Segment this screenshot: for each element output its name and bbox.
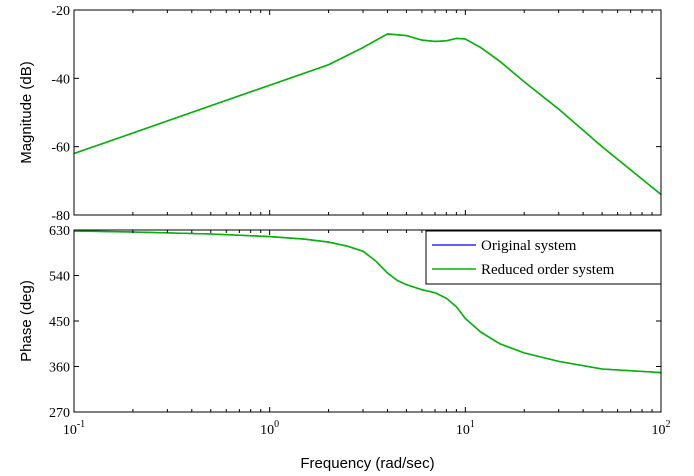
phase-ytick-label: 630 <box>49 224 70 239</box>
mag-series-reduced-line <box>73 33 662 196</box>
mag-series-original-line <box>73 33 662 195</box>
xtick-label: 10-1 <box>63 419 85 438</box>
phase-ytick-label: 540 <box>49 270 70 285</box>
mag-ytick-label: -80 <box>51 209 70 224</box>
phase-ylabel: Phase (deg) <box>18 280 35 362</box>
mag-axes-frame <box>73 9 662 216</box>
xtick-label: 101 <box>456 419 475 438</box>
xtick-label: 100 <box>260 419 279 438</box>
legend-box <box>425 230 662 285</box>
legend: Original system Reduced order system <box>425 230 662 285</box>
mag-ytick-label: -60 <box>51 141 70 156</box>
phase-series-reduced-line <box>73 230 662 374</box>
magnitude-panel: -80 -60 -40 -20 <box>51 4 662 224</box>
legend-label-original: Original system <box>481 238 577 254</box>
axis-titles: Magnitude (dB) Phase (deg) 10-1 100 101 102 Fr… <box>18 61 671 472</box>
phase-ytick-label: 270 <box>49 406 70 421</box>
mag-ytick-label: -40 <box>51 72 70 87</box>
phase-ytick-label: 360 <box>49 361 70 376</box>
phase-xlabel: Frequency (rad/sec) <box>300 455 434 472</box>
phase-ytick-label: 450 <box>49 315 70 330</box>
mag-ylabel: Magnitude (dB) <box>18 61 35 164</box>
xtick-label: 102 <box>652 419 671 438</box>
mag-ytick-label: -20 <box>51 4 70 19</box>
legend-label-reduced: Reduced order system <box>481 262 615 278</box>
